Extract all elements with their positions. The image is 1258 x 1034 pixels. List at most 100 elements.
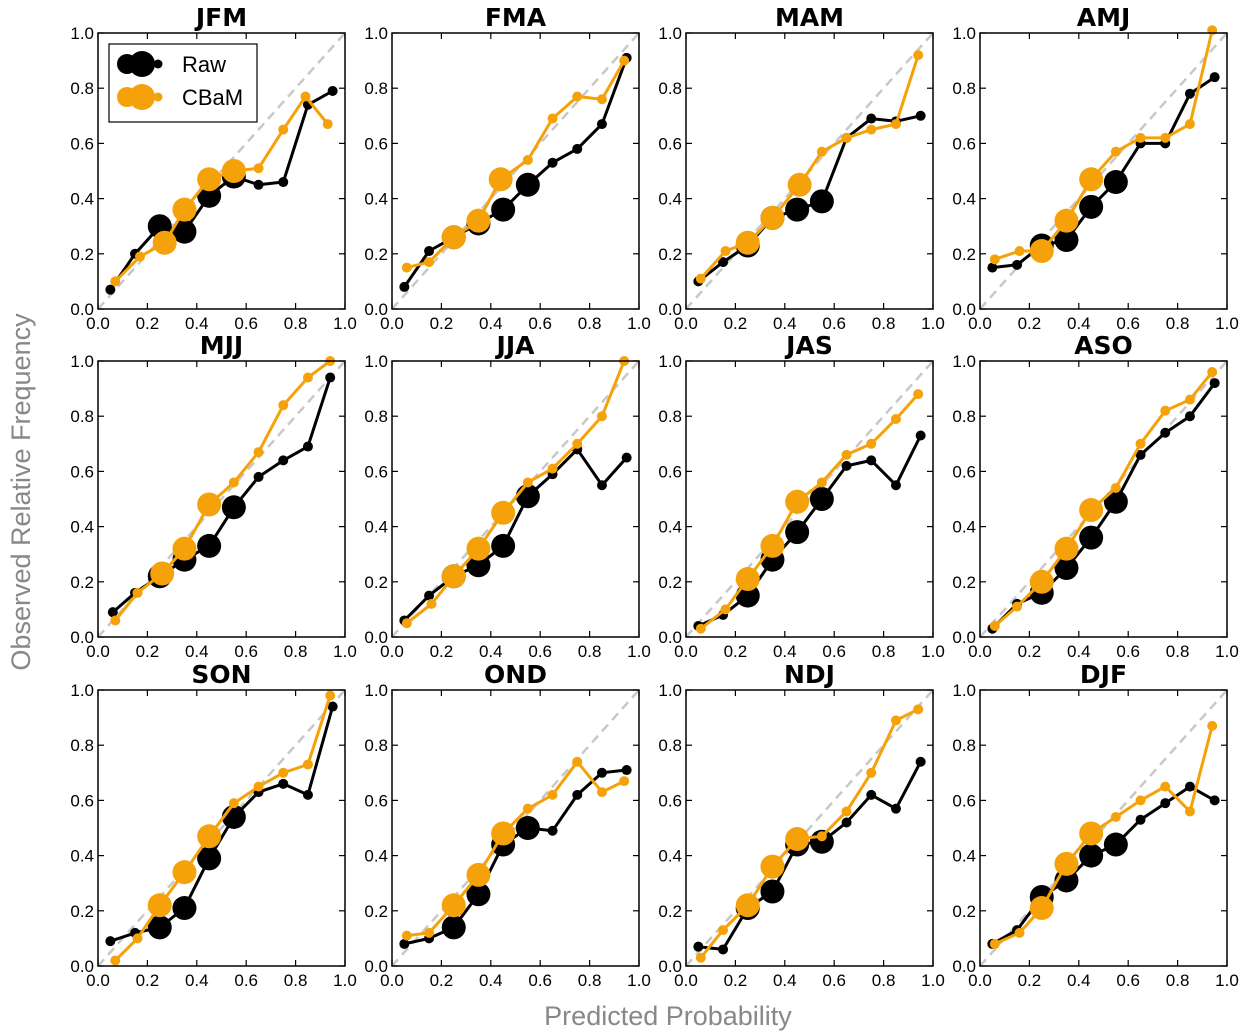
cbam-point — [1184, 394, 1195, 405]
y-tick-label: 0.0 — [658, 957, 682, 976]
panel-mam: MAM 0.0 0.2 0.4 0.6 0.8 1.0 0.0 0.2 0.4 0.6 0.8 1.0 — [658, 3, 944, 333]
cbam-point — [785, 827, 810, 852]
raw-point — [693, 941, 704, 952]
cbam-point — [1160, 405, 1171, 416]
y-tick-label: 0.6 — [658, 462, 682, 481]
raw-point — [302, 789, 313, 800]
cbam-point — [1012, 601, 1023, 612]
plot-frame — [97, 360, 346, 638]
cbam-series — [989, 720, 1218, 949]
panel-ndj: NDJ 0.0 0.2 0.4 0.6 0.8 1.0 0.0 0.2 0.4 0.6 0.8 1.0 — [658, 660, 944, 990]
cbam-point — [1054, 851, 1079, 876]
raw-point — [491, 533, 516, 558]
cbam-point — [596, 787, 607, 798]
raw-point — [809, 189, 834, 214]
cbam-line — [994, 725, 1214, 946]
cbam-point — [253, 447, 264, 458]
plot-frame — [685, 32, 934, 310]
cbam-point — [1029, 239, 1054, 264]
cbam-point — [695, 273, 706, 284]
y-tick-label: 0.6 — [364, 791, 388, 810]
raw-point — [424, 590, 435, 601]
x-tick-label: 0.2 — [430, 971, 454, 990]
raw-point — [515, 172, 540, 197]
cbam-point — [1207, 720, 1218, 731]
x-tick-label: 0.0 — [86, 314, 110, 333]
raw-point — [890, 480, 901, 491]
x-tick-label: 0.0 — [380, 314, 404, 333]
raw-point — [399, 281, 410, 292]
raw-series — [693, 430, 926, 631]
y-tick-label: 1.0 — [658, 352, 682, 371]
raw-point — [105, 284, 116, 295]
cbam-point — [491, 500, 516, 525]
cbam-point — [253, 781, 264, 792]
raw-point — [596, 119, 607, 130]
y-tick-label: 1.0 — [658, 24, 682, 43]
cbam-point — [619, 776, 630, 787]
y-tick-label: 0.8 — [70, 79, 94, 98]
x-tick-label: 0.6 — [1116, 971, 1140, 990]
y-tick-label: 0.0 — [70, 957, 94, 976]
raw-line — [697, 114, 921, 283]
y-tick-label: 0.4 — [658, 847, 682, 866]
y-tick-label: 0.4 — [70, 847, 94, 866]
cbam-point — [619, 55, 630, 66]
y-tick-label: 1.0 — [658, 681, 682, 700]
raw-point — [1079, 525, 1104, 550]
plot-frame — [979, 360, 1228, 638]
plot-frame — [391, 360, 640, 638]
cbam-point — [735, 230, 760, 255]
cbam-point — [1029, 896, 1054, 921]
cbam-point — [547, 789, 558, 800]
plot-frame — [979, 689, 1228, 967]
x-tick-label: 0.6 — [822, 642, 846, 661]
raw-point — [1160, 798, 1171, 809]
cbam-point — [913, 50, 924, 61]
x-tick-label: 0.8 — [872, 642, 896, 661]
x-tick-label: 0.8 — [1166, 642, 1190, 661]
diagonal-reference-line — [97, 689, 346, 967]
cbam-point — [278, 400, 289, 411]
cbam-point — [147, 893, 172, 918]
raw-point — [915, 110, 926, 121]
raw-point — [841, 817, 852, 828]
legend-label-cbam: CBaM — [182, 85, 243, 110]
raw-line — [403, 447, 628, 622]
panel-title: SON — [191, 660, 251, 689]
raw-series — [399, 765, 632, 949]
cbam-point — [866, 124, 877, 135]
y-tick-label: 0.4 — [364, 518, 388, 537]
y-tick-label: 0.6 — [70, 462, 94, 481]
y-tick-label: 0.2 — [70, 573, 94, 592]
y-tick-label: 0.4 — [952, 190, 976, 209]
cbam-line — [114, 95, 329, 283]
raw-point — [253, 471, 264, 482]
x-tick-label: 1.0 — [333, 971, 357, 990]
raw-point — [987, 262, 998, 273]
diagonal-reference-line — [685, 360, 934, 638]
cbam-series — [695, 704, 924, 963]
cbam-point — [1207, 367, 1218, 378]
x-tick-label: 0.2 — [1018, 642, 1042, 661]
x-tick-label: 0.8 — [284, 314, 308, 333]
cbam-point — [197, 167, 222, 192]
cbam-point — [197, 492, 222, 517]
y-tick-label: 0.6 — [658, 134, 682, 153]
x-tick-label: 0.2 — [1018, 314, 1042, 333]
raw-point — [915, 756, 926, 767]
raw-series — [987, 781, 1220, 949]
y-tick-label: 0.4 — [952, 847, 976, 866]
raw-point — [1079, 843, 1104, 868]
x-tick-label: 0.4 — [1067, 314, 1091, 333]
cbam-point — [989, 620, 1000, 631]
x-tick-label: 0.2 — [430, 314, 454, 333]
x-tick-label: 0.6 — [1116, 314, 1140, 333]
x-tick-label: 0.0 — [674, 971, 698, 990]
panel-ond: OND 0.0 0.2 0.4 0.6 0.8 1.0 0.0 0.2 0.4 0.6 0.8 1.0 — [364, 660, 650, 990]
raw-point — [327, 701, 338, 712]
y-tick-label: 1.0 — [70, 352, 94, 371]
raw-point — [1184, 781, 1195, 792]
cbam-point — [735, 567, 760, 592]
cbam-series — [401, 55, 630, 273]
